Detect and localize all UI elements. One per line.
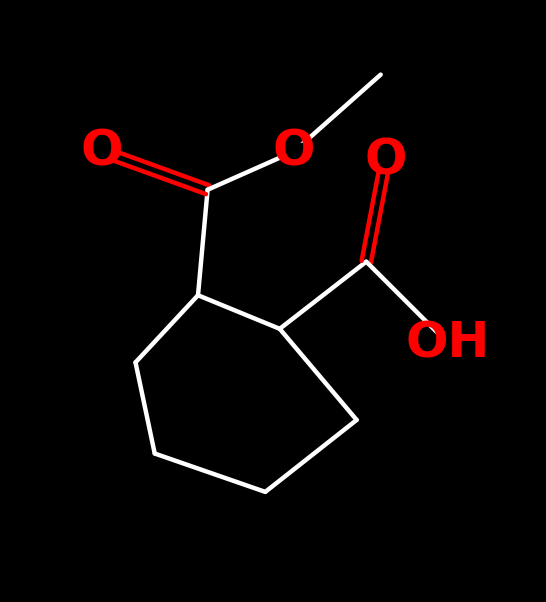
Text: O: O <box>273 128 316 175</box>
Bar <box>285 143 304 160</box>
Text: O: O <box>364 137 407 185</box>
Bar <box>434 335 462 352</box>
Bar <box>376 152 395 169</box>
Bar <box>93 143 111 160</box>
Text: OH: OH <box>406 319 490 367</box>
Text: O: O <box>81 128 123 175</box>
